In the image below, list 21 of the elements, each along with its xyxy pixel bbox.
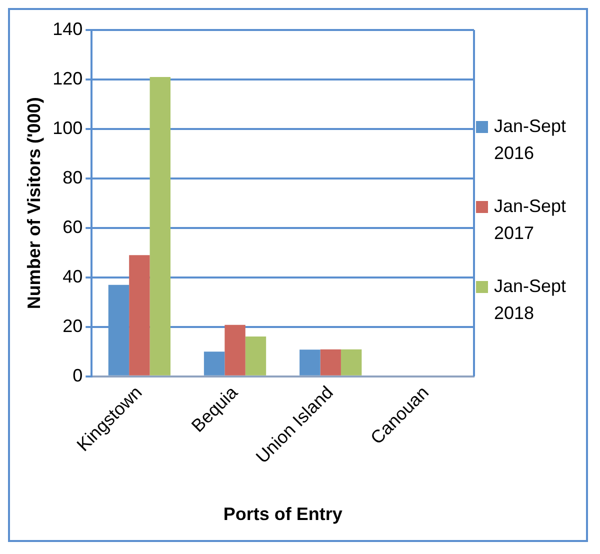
bar	[340, 349, 362, 376]
legend-label: Jan-Sept 2017	[494, 195, 568, 245]
y-tick-label: 60	[62, 216, 83, 237]
bar	[204, 352, 225, 376]
y-tick-label: 120	[52, 68, 83, 88]
y-tick-label: 80	[62, 167, 83, 188]
y-tick-label: 40	[62, 266, 83, 286]
bar	[129, 255, 150, 376]
y-tick-label: 100	[52, 118, 83, 138]
legend-label: Jan-Sept 2016	[494, 115, 568, 165]
bar	[300, 350, 320, 376]
bar	[150, 77, 170, 376]
y-tick-label: 20	[62, 316, 83, 336]
bar	[224, 324, 246, 376]
x-axis-title: Ports of Entry	[223, 504, 342, 524]
legend-label: Jan-Sept 2018	[494, 275, 568, 325]
bar	[245, 336, 266, 376]
y-tick-label: 0	[72, 365, 83, 386]
y-tick-label: 140	[52, 18, 83, 39]
y-axis-title: Number of Visitors ('000)	[24, 97, 44, 310]
bar	[320, 349, 341, 376]
